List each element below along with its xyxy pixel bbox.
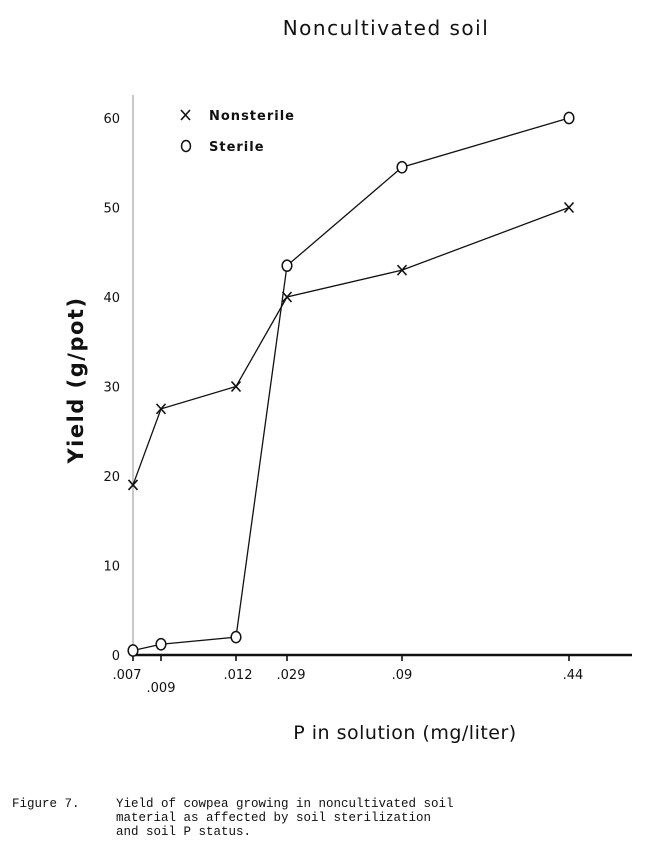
legend-label-sterile: Sterile: [209, 140, 265, 155]
point-nonsterile-stroke: [281, 291, 293, 303]
point-nonsterile: [155, 403, 167, 415]
figure-caption-label: Figure 7.: [12, 797, 80, 811]
legend: Nonsterile Sterile: [180, 109, 295, 155]
point-nonsterile: [281, 291, 293, 303]
y-tick-label: 30: [103, 381, 120, 396]
point-sterile: [563, 111, 575, 125]
x-axis-label: P in solution (mg/liter): [293, 722, 516, 744]
point-nonsterile-stroke: [563, 201, 575, 214]
figure-caption-line-1: Yield of cowpea growing in noncultivated…: [116, 797, 454, 811]
point-nonsterile: [563, 201, 575, 214]
point-sterile: [396, 160, 408, 174]
legend-x-stroke: [180, 109, 191, 121]
x-tick-label: .012: [224, 668, 253, 683]
figure-caption-line-2: material as affected by soil sterilizati…: [116, 811, 432, 825]
point-nonsterile: [230, 380, 242, 393]
figure-caption: Figure 7. Yield of cowpea growing in nonc…: [12, 797, 632, 839]
tick-labels: 0 10 20 30 40 50 60 .007 .009 .012 .029 .09 .44 P in …: [64, 112, 583, 744]
y-tick-label: 60: [103, 112, 120, 127]
legend-marker-sterile: [180, 139, 192, 153]
y-tick-label: 10: [103, 560, 120, 575]
point-nonsterile-stroke: [230, 380, 242, 393]
point-nonsterile: [127, 479, 139, 491]
figure-caption-line-3: and soil P status.: [116, 825, 252, 839]
chart-title: Noncultivated soil: [282, 16, 490, 40]
point-sterile: [127, 644, 139, 657]
point-sterile: [155, 637, 167, 651]
x-tick-label: .09: [392, 668, 413, 683]
axes: [132, 95, 632, 661]
x-tick-label: .009: [147, 681, 176, 696]
x-tick-label: .029: [277, 668, 306, 683]
point-nonsterile: [396, 264, 408, 276]
y-axis-label: Yield (g/pot): [64, 296, 88, 464]
series-line-sterile: [132, 117, 570, 652]
y-tick-label: 0: [112, 649, 120, 664]
x-tick-label: .007: [113, 668, 142, 683]
chart-plot: 0 10 20 30 40 50 60 .007 .009 .012 .029 .09 .44 P in …: [64, 95, 632, 744]
y-tick-label: 40: [103, 291, 120, 306]
point-nonsterile-stroke: [155, 403, 167, 415]
point-sterile: [281, 259, 293, 273]
legend-label-nonsterile: Nonsterile: [209, 109, 295, 124]
series-line-nonsterile: [132, 206, 570, 486]
series-markers: [127, 111, 575, 657]
series-lines: [132, 117, 570, 652]
legend-marker-nonsterile: [180, 109, 191, 121]
point-sterile: [230, 630, 242, 644]
x-tick-label: .44: [563, 668, 584, 683]
point-nonsterile-stroke: [396, 264, 408, 276]
point-nonsterile-stroke: [127, 479, 139, 491]
y-tick-label: 50: [103, 202, 120, 217]
y-tick-label: 20: [103, 470, 120, 485]
